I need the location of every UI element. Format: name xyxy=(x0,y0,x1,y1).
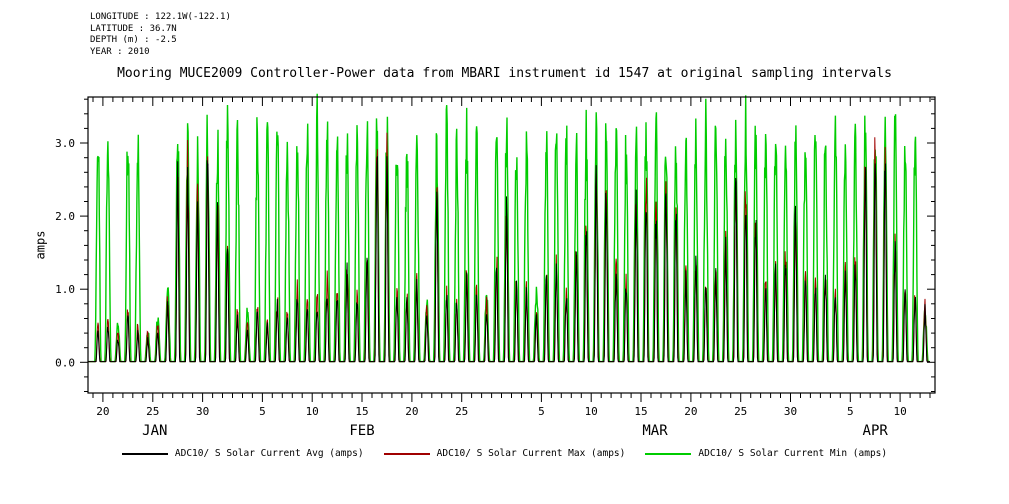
series-min xyxy=(88,93,930,363)
x-tick-label: 20 xyxy=(684,405,697,418)
legend-label-max: ADC10/ S Solar Current Max (amps) xyxy=(436,448,626,459)
x-tick-label: 15 xyxy=(634,405,647,418)
x-tick-label: 10 xyxy=(306,405,319,418)
x-tick-label: 5 xyxy=(538,405,545,418)
x-tick-label: 5 xyxy=(259,405,266,418)
month-label: MAR xyxy=(642,423,668,439)
x-tick-label: 25 xyxy=(146,405,159,418)
metadata-depth: DEPTH (m) : -2.5 xyxy=(90,35,177,45)
metadata-longitude: LONGITUDE : 122.1W(-122.1) xyxy=(90,12,231,22)
x-tick-label: 5 xyxy=(847,405,854,418)
legend-label-min: ADC10/ S Solar Current Min (amps) xyxy=(698,448,888,459)
legend-label-avg: ADC10/ S Solar Current Avg (amps) xyxy=(174,448,364,459)
y-tick-label: 2.0 xyxy=(55,210,75,223)
y-tick-label: 1.0 xyxy=(55,283,75,296)
legend-item-min: ADC10/ S Solar Current Min (amps) xyxy=(645,448,887,459)
x-tick-label: 15 xyxy=(355,405,368,418)
series-avg xyxy=(88,156,930,363)
metadata-block: LONGITUDE : 122.1W(-122.1) LATITUDE : 36… xyxy=(90,12,231,58)
legend: ADC10/ S Solar Current Avg (amps) ADC10/… xyxy=(0,448,1009,459)
y-tick-label: 3.0 xyxy=(55,137,75,150)
metadata-latitude: LATITUDE : 36.7N xyxy=(90,23,177,34)
y-tick-label: 0.0 xyxy=(55,356,75,369)
month-label: FEB xyxy=(349,423,374,439)
legend-item-avg: ADC10/ S Solar Current Avg (amps) xyxy=(121,448,364,459)
month-label: JAN xyxy=(142,423,167,439)
x-tick-label: 25 xyxy=(734,405,747,418)
legend-swatch-avg-line xyxy=(121,452,168,455)
x-tick-label: 20 xyxy=(96,405,109,418)
metadata-year: YEAR : 2010 xyxy=(90,46,150,57)
chart-title: Mooring MUCE2009 Controller-Power data f… xyxy=(117,66,892,81)
legend-item-max: ADC10/ S Solar Current Max (amps) xyxy=(383,448,626,459)
x-tick-label: 30 xyxy=(784,405,797,418)
legend-swatch-min-line xyxy=(645,452,692,455)
x-tick-label: 30 xyxy=(196,405,209,418)
x-tick-label: 25 xyxy=(455,405,468,418)
month-label: APR xyxy=(863,423,889,439)
x-tick-label: 10 xyxy=(585,405,598,418)
x-tick-label: 20 xyxy=(405,405,418,418)
x-tick-label: 10 xyxy=(893,405,906,418)
legend-swatch-max-line xyxy=(383,452,430,455)
